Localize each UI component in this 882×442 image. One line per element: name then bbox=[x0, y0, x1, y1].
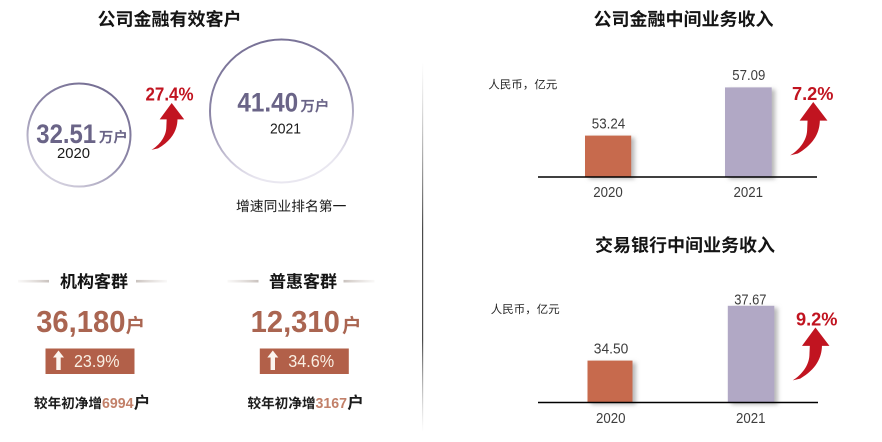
svg-text:2021: 2021 bbox=[270, 121, 301, 138]
svg-text:41.40: 41.40 bbox=[237, 88, 298, 118]
svg-text:2020: 2020 bbox=[596, 411, 626, 427]
svg-text:27.4%: 27.4% bbox=[146, 85, 194, 105]
svg-text:2020: 2020 bbox=[593, 185, 623, 201]
svg-text:9.2%: 9.2% bbox=[796, 310, 838, 330]
svg-text:53.24: 53.24 bbox=[592, 117, 625, 133]
svg-text:57.09: 57.09 bbox=[732, 68, 765, 84]
svg-text:2021: 2021 bbox=[736, 411, 766, 427]
svg-text:6994: 6994 bbox=[102, 396, 134, 412]
svg-text:3167: 3167 bbox=[316, 396, 348, 412]
svg-text:36,180: 36,180 bbox=[36, 305, 125, 339]
svg-text:34.6%: 34.6% bbox=[288, 351, 334, 371]
svg-text:2021: 2021 bbox=[734, 185, 764, 201]
svg-text:7.2%: 7.2% bbox=[792, 84, 834, 104]
svg-text:12,310: 12,310 bbox=[251, 305, 340, 339]
svg-text:34.50: 34.50 bbox=[594, 342, 629, 358]
svg-text:32.51: 32.51 bbox=[36, 119, 96, 149]
svg-text:2020: 2020 bbox=[57, 145, 90, 162]
svg-text:37.67: 37.67 bbox=[734, 292, 766, 308]
svg-text:23.9%: 23.9% bbox=[74, 351, 120, 371]
